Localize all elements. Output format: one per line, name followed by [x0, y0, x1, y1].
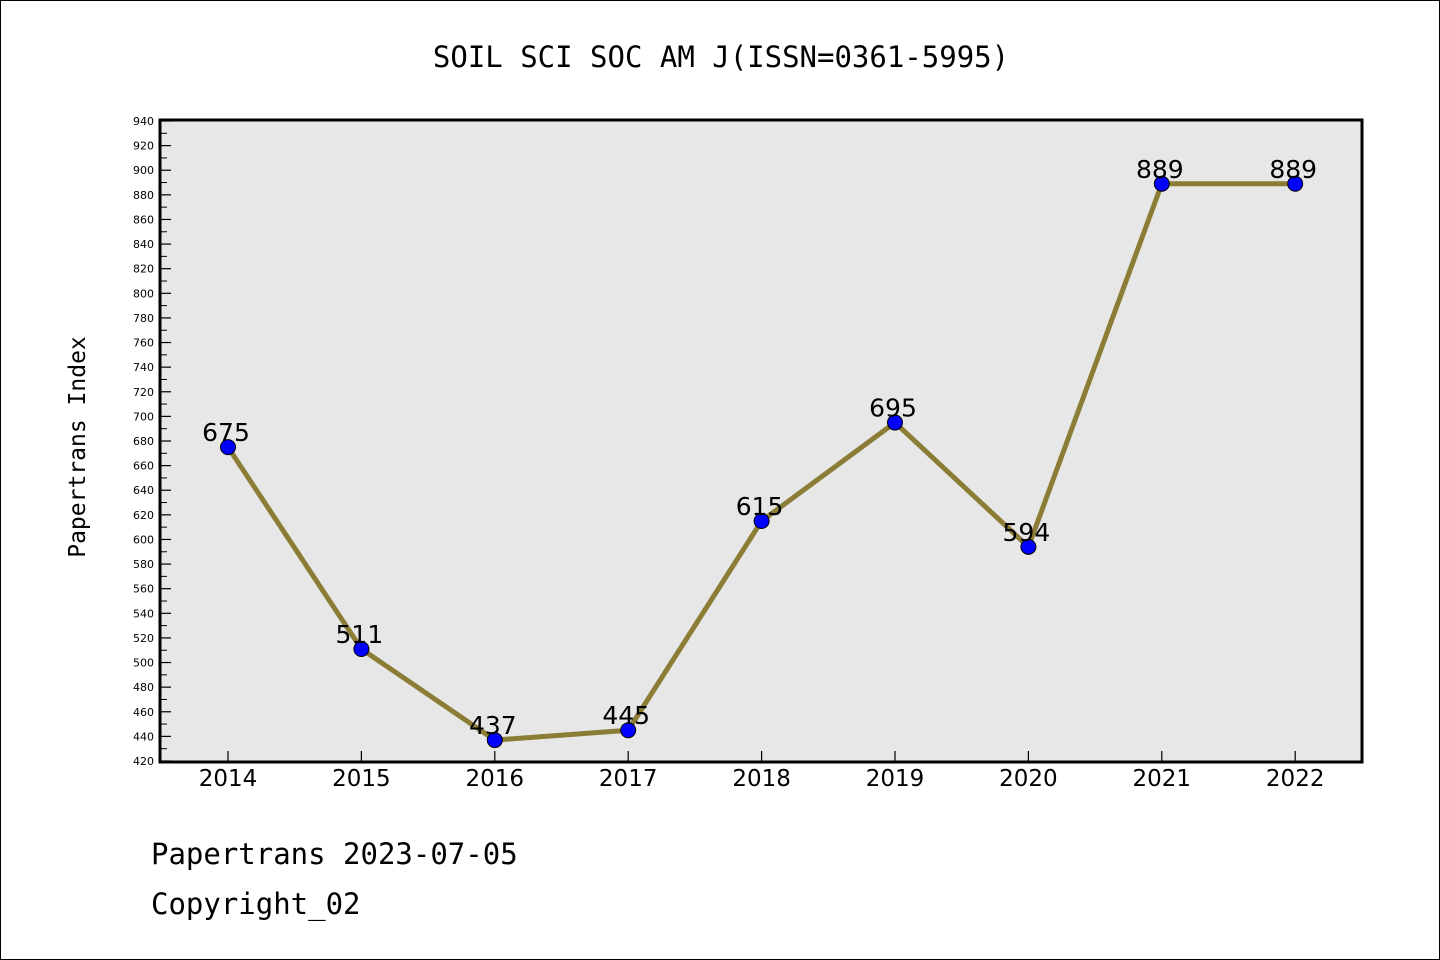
x-tick-label: 2021 [1133, 766, 1192, 792]
data-point [753, 513, 770, 529]
y-tick-label: 840 [133, 238, 154, 251]
y-tick-label: 860 [133, 213, 154, 226]
data-label: 445 [602, 701, 650, 730]
y-tick-label: 820 [133, 263, 154, 276]
x-tick-label: 2018 [732, 766, 791, 792]
footer-date: Papertrans 2023-07-05 [151, 837, 518, 871]
y-tick-label: 560 [133, 583, 154, 596]
y-tick-label: 580 [133, 558, 154, 571]
y-tick-label: 940 [133, 115, 154, 128]
data-point [887, 414, 903, 431]
data-labels: 675 511 437 445 615 695 594 889 889 [202, 155, 1317, 740]
y-tick-label: 620 [133, 509, 154, 522]
data-point [353, 641, 370, 657]
data-label: 511 [336, 620, 384, 649]
y-tick-label: 480 [133, 681, 154, 694]
data-label: 594 [1003, 518, 1051, 547]
data-point [620, 722, 637, 739]
y-tick-label: 600 [133, 533, 154, 546]
x-tick-label: 2019 [866, 766, 925, 792]
y-axis-label: Papertrans Index [65, 336, 91, 558]
y-tick-label: 900 [133, 164, 154, 177]
data-label: 889 [1269, 155, 1317, 184]
x-tick-label: 2020 [999, 766, 1058, 792]
data-label: 437 [469, 711, 517, 740]
y-tick-label: 420 [133, 755, 154, 768]
chart-title: SOIL SCI SOC AM J(ISSN=0361-5995) [433, 40, 1009, 74]
y-tick-label: 520 [133, 632, 154, 645]
data-label: 889 [1136, 155, 1184, 184]
x-tick-label: 2017 [599, 766, 658, 792]
y-tick-label: 540 [133, 607, 154, 620]
x-tick-label: 2015 [332, 766, 391, 792]
footer-copyright: Copyright_02 [151, 887, 361, 922]
y-axis: 420 440 460 480 500 520 540 560 580 600 620 640 660 6… [133, 115, 171, 768]
data-label: 675 [202, 418, 250, 447]
y-tick-label: 800 [133, 287, 154, 300]
data-point [220, 439, 236, 456]
y-tick-label: 720 [133, 386, 154, 399]
y-tick-label: 780 [133, 312, 154, 325]
y-tick-label: 920 [133, 140, 154, 153]
data-point [1287, 175, 1304, 192]
plot-area [158, 118, 1364, 764]
y-tick-label: 500 [133, 657, 154, 670]
data-point [486, 732, 503, 749]
data-label: 615 [736, 492, 784, 521]
y-tick-label: 880 [133, 189, 154, 202]
data-point [1153, 175, 1170, 192]
x-tick-label: 2014 [199, 766, 258, 792]
data-label: 695 [869, 394, 917, 423]
y-tick-label: 760 [133, 337, 154, 350]
series-layer [220, 175, 1304, 749]
x-tick-label: 2016 [466, 766, 525, 792]
y-tick-label: 680 [133, 435, 154, 448]
x-tick-label: 2022 [1266, 766, 1325, 792]
data-point [1020, 538, 1037, 555]
y-tick-label: 740 [133, 361, 154, 374]
y-tick-label: 660 [133, 460, 154, 473]
y-tick-label: 700 [133, 410, 154, 423]
y-tick-label: 640 [133, 484, 154, 497]
y-tick-label: 460 [133, 706, 154, 719]
x-axis: 2014 2015 2016 2017 2018 2019 2020 2021 2022 [199, 751, 1325, 792]
y-tick-label: 440 [133, 730, 154, 743]
